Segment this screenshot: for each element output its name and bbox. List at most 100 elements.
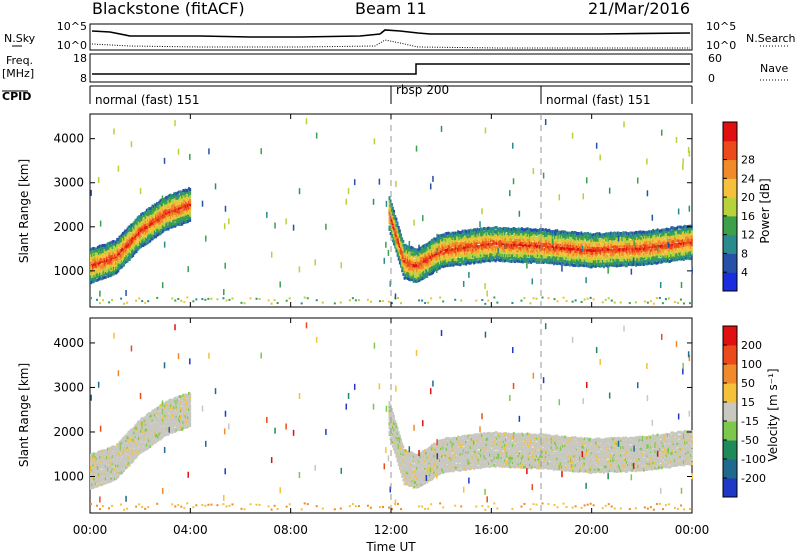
power-echo-cell bbox=[656, 261, 659, 265]
power-echo-cell bbox=[435, 239, 438, 243]
power-echo-cell bbox=[497, 245, 499, 249]
power-echo-cell bbox=[451, 248, 454, 252]
power-echo-cell bbox=[160, 202, 163, 206]
power-echo-cell bbox=[113, 255, 116, 259]
power-echo-cell bbox=[420, 248, 423, 252]
nave-tick-top: 60 bbox=[708, 52, 722, 65]
power-echo-cell bbox=[126, 259, 129, 263]
power-echo-cell bbox=[438, 245, 441, 249]
power-echo-cell bbox=[132, 222, 135, 226]
power-echo-cell bbox=[411, 267, 414, 271]
power-echo-cell bbox=[121, 253, 124, 257]
power-echo-cell bbox=[92, 280, 95, 284]
power-echo-cell bbox=[660, 245, 663, 249]
power-echo-cell bbox=[442, 265, 445, 269]
power-echo-cell bbox=[568, 255, 571, 259]
power-echo-cell bbox=[520, 227, 523, 231]
power-echo-cell bbox=[347, 188, 350, 195]
power-echo-cell bbox=[555, 234, 558, 238]
power-echo-cell bbox=[395, 249, 398, 253]
power-echo-cell bbox=[115, 269, 118, 273]
power-echo-cell bbox=[629, 241, 632, 245]
power-echo-cell bbox=[470, 229, 473, 233]
power-echo-cell bbox=[445, 255, 448, 259]
power-echo-cell bbox=[527, 249, 530, 253]
power-echo-cell bbox=[103, 270, 106, 274]
power-echo-cell bbox=[512, 230, 515, 234]
power-echo-cell bbox=[688, 248, 691, 252]
power-echo-cell bbox=[112, 270, 115, 274]
power-echo-cell bbox=[152, 210, 155, 214]
power-echo-cell bbox=[437, 237, 440, 241]
power-echo-cell bbox=[581, 256, 584, 260]
power-echo-cell bbox=[565, 249, 568, 253]
power-echo-cell bbox=[534, 244, 537, 248]
power-echo-cell bbox=[153, 224, 156, 228]
power-echo-cell bbox=[111, 254, 114, 258]
power-echo-cell bbox=[396, 221, 399, 225]
power-echo-cell bbox=[457, 262, 460, 266]
power-echo-cell bbox=[145, 233, 148, 237]
power-echo-cell bbox=[551, 250, 554, 254]
power-echo-cell bbox=[486, 242, 489, 246]
power-echo-cell bbox=[389, 199, 392, 203]
power-echo-cell bbox=[422, 267, 425, 271]
power-echo-cell bbox=[604, 256, 607, 260]
power-echo-cell bbox=[540, 242, 543, 246]
power-echo-cell bbox=[476, 234, 479, 238]
power-echo-cell bbox=[100, 247, 103, 251]
power-echo-cell bbox=[492, 255, 495, 259]
velocity-echo-cell bbox=[91, 483, 94, 487]
power-echo-cell bbox=[476, 227, 479, 231]
power-echo-cell bbox=[402, 272, 405, 276]
power-echo-cell bbox=[120, 297, 123, 300]
power-echo-cell bbox=[548, 245, 551, 249]
power-echo-cell bbox=[96, 298, 99, 301]
power-echo-cell bbox=[169, 206, 172, 210]
power-echo-cell bbox=[629, 231, 632, 235]
power-echo-cell bbox=[153, 203, 156, 207]
power-echo-cell bbox=[468, 271, 470, 278]
power-echo-cell bbox=[405, 252, 408, 256]
power-echo-cell bbox=[157, 217, 160, 221]
power-echo-cell bbox=[596, 240, 599, 244]
power-echo-cell bbox=[433, 253, 436, 257]
power-echo-cell bbox=[408, 263, 411, 267]
power-echo-cell bbox=[680, 242, 683, 246]
velocity-echo-marks bbox=[90, 322, 693, 511]
power-echo-cell bbox=[153, 208, 156, 212]
power-echo-cell bbox=[607, 238, 610, 242]
power-echo-cell bbox=[444, 251, 447, 255]
power-echo-cell bbox=[587, 235, 590, 239]
power-echo-cell bbox=[450, 236, 453, 240]
power-echo-cell bbox=[519, 251, 522, 255]
power-echo-cell bbox=[495, 239, 498, 243]
power-echo-cell bbox=[519, 227, 522, 231]
power-echo-cell bbox=[650, 262, 653, 266]
power-echo-cell bbox=[91, 277, 94, 281]
power-echo-cell bbox=[157, 207, 160, 211]
power-echo-cell bbox=[650, 234, 653, 238]
power-echo-cell bbox=[690, 246, 693, 250]
power-echo-cell bbox=[501, 240, 504, 244]
power-echo-cell bbox=[507, 238, 510, 242]
power-echo-cell bbox=[688, 246, 691, 250]
power-echo-cell bbox=[184, 197, 187, 201]
power-echo-cell bbox=[170, 196, 173, 200]
power-echo-cell bbox=[671, 253, 674, 257]
power-echo-cell bbox=[599, 259, 602, 263]
power-echo-cell bbox=[436, 262, 439, 266]
power-echo-cell bbox=[411, 254, 414, 258]
power-echo-cell bbox=[397, 233, 400, 237]
power-echo-cell bbox=[473, 236, 476, 240]
power-echo-cell bbox=[568, 250, 571, 254]
power-colorbar-swatch bbox=[723, 253, 737, 273]
power-echo-cell bbox=[128, 225, 131, 229]
power-echo-cell bbox=[117, 260, 120, 264]
power-echo-cell bbox=[525, 233, 528, 237]
power-echo-cell bbox=[494, 234, 497, 238]
power-echo-cell bbox=[555, 230, 558, 234]
power-echo-cell bbox=[474, 237, 477, 241]
power-echo-cell bbox=[538, 246, 541, 250]
power-echo-cell bbox=[614, 244, 617, 248]
